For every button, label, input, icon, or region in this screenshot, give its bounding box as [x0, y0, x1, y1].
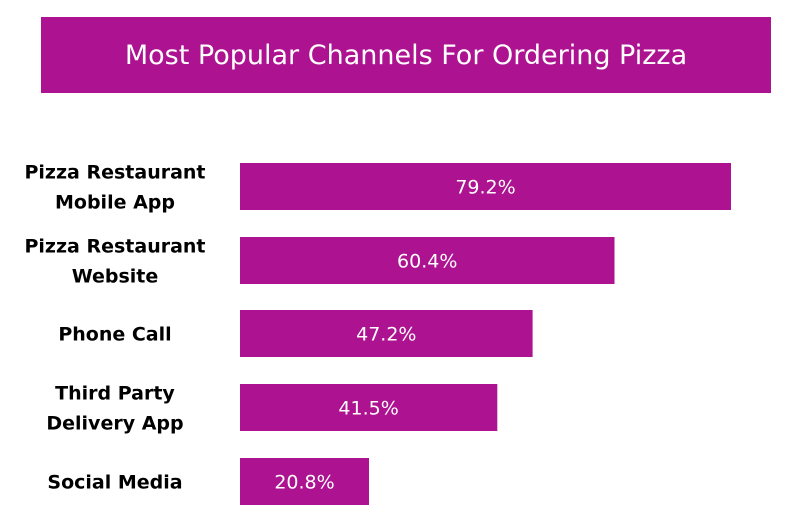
- bar-3: [240, 384, 498, 431]
- bar-value-label-1: 60.4%: [397, 251, 457, 273]
- bar-0: [240, 163, 731, 210]
- bar-value-label-3: 41.5%: [338, 398, 398, 420]
- bar-2: [240, 310, 533, 357]
- category-label-4-line-0: Social Media: [47, 472, 182, 494]
- bar-value-label-0: 79.2%: [455, 177, 515, 199]
- category-label-0-line-0: Pizza Restaurant: [24, 162, 205, 184]
- category-label-1-line-1: Website: [72, 266, 159, 288]
- chart-title: Most Popular Channels For Ordering Pizza: [124, 39, 688, 71]
- bar-value-label-4: 20.8%: [274, 472, 334, 494]
- category-label-0-line-1: Mobile App: [55, 192, 175, 214]
- chart-title-banner: Most Popular Channels For Ordering Pizza: [41, 17, 771, 93]
- category-label-2-line-0: Phone Call: [58, 324, 171, 346]
- bar-4: [240, 458, 369, 505]
- bar-value-label-2: 47.2%: [356, 324, 416, 346]
- category-label-3-line-1: Delivery App: [46, 413, 183, 435]
- category-label-1-line-0: Pizza Restaurant: [24, 236, 205, 258]
- bar-1: [240, 237, 615, 284]
- category-label-3-line-0: Third Party: [55, 383, 175, 405]
